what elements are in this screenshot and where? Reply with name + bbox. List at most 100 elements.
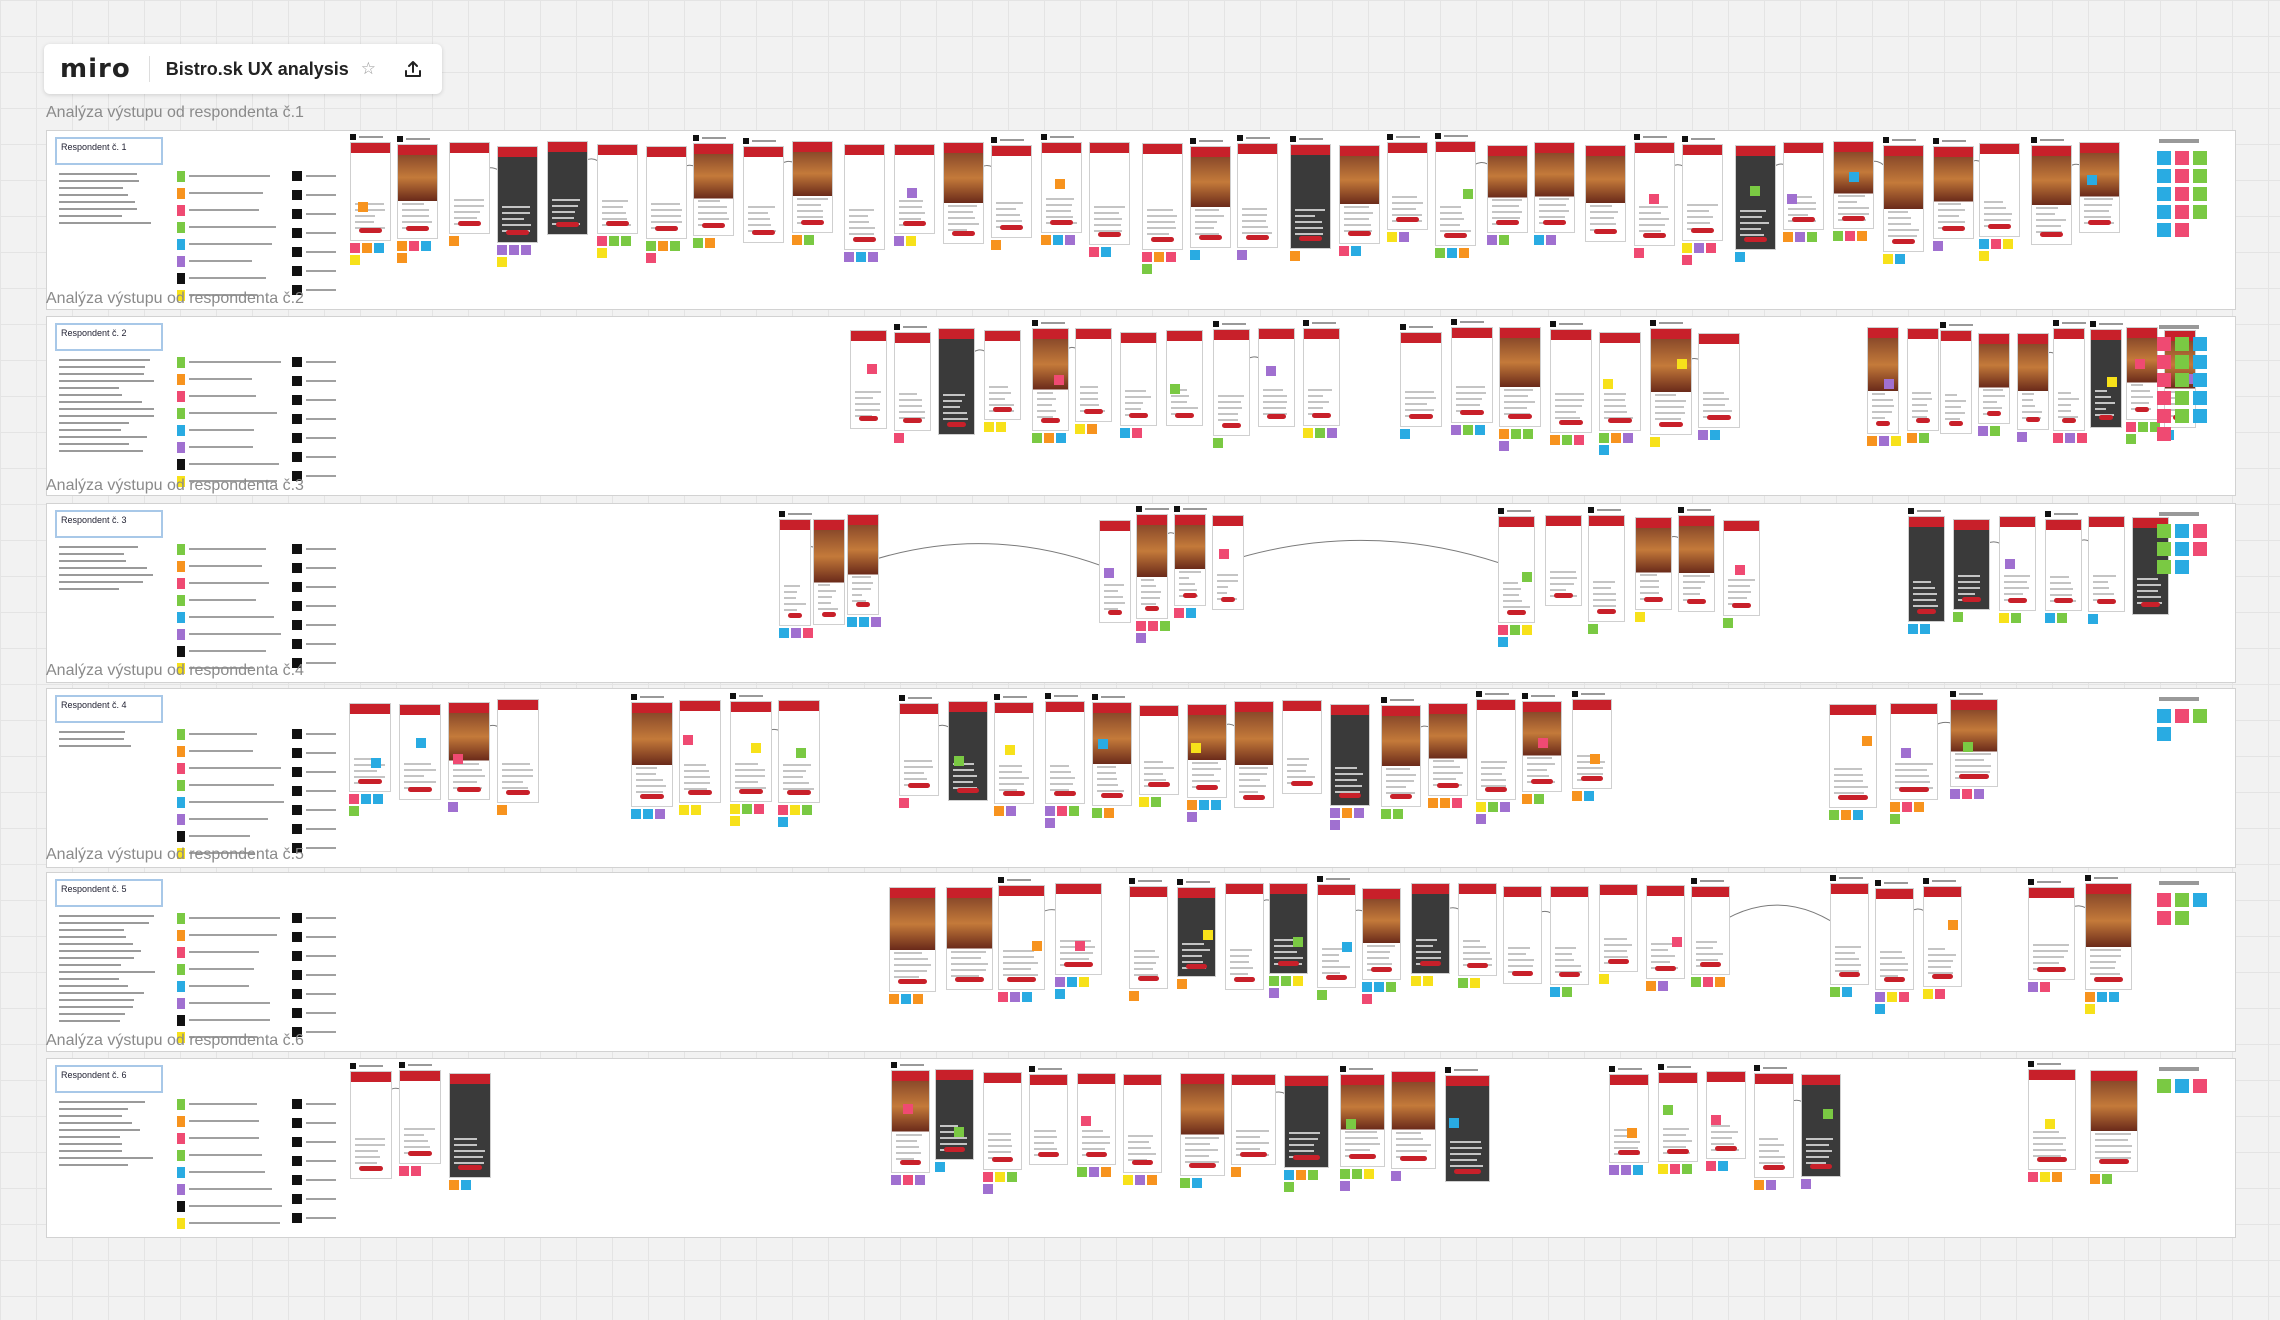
app-screenshot[interactable] (1129, 886, 1168, 989)
sticky-note[interactable] (2087, 175, 2097, 185)
sticky-note[interactable] (1499, 429, 1509, 439)
sticky-note[interactable] (915, 1175, 925, 1185)
app-screenshot[interactable] (449, 142, 490, 234)
app-screenshot[interactable] (1451, 327, 1493, 423)
feedback-sticky[interactable] (2193, 524, 2207, 538)
sticky-note[interactable] (705, 238, 715, 248)
sticky-note[interactable] (2097, 992, 2107, 1002)
frame-title[interactable]: Analýza výstupu od respondenta č.3 (46, 477, 304, 494)
sticky-note[interactable] (1170, 384, 1180, 394)
sticky-note[interactable] (859, 617, 869, 627)
sticky-note[interactable] (1092, 808, 1102, 818)
sticky-note[interactable] (1087, 424, 1097, 434)
sticky-note[interactable] (1634, 248, 1644, 258)
sticky-note[interactable] (847, 617, 857, 627)
app-screenshot[interactable] (984, 330, 1021, 420)
frame-title[interactable]: Analýza výstupu od respondenta č.2 (46, 290, 304, 307)
sticky-note[interactable] (1447, 248, 1457, 258)
sticky-note[interactable] (1440, 798, 1450, 808)
sticky-note[interactable] (1065, 235, 1075, 245)
sticky-note[interactable] (1694, 243, 1704, 253)
sticky-note[interactable] (1841, 810, 1851, 820)
sticky-note[interactable] (1829, 810, 1839, 820)
sticky-note[interactable] (1044, 433, 1054, 443)
sticky-note[interactable] (984, 422, 994, 432)
sticky-note[interactable] (1032, 941, 1042, 951)
sticky-note[interactable] (1079, 977, 1089, 987)
sticky-note[interactable] (2126, 434, 2136, 444)
app-screenshot[interactable] (1735, 145, 1776, 250)
sticky-note[interactable] (2065, 433, 2075, 443)
sticky-note[interactable] (1574, 435, 1584, 445)
sticky-note[interactable] (1045, 818, 1055, 828)
app-screenshot[interactable] (1867, 327, 1899, 434)
app-screenshot[interactable] (2079, 142, 2120, 233)
app-screenshot[interactable] (1045, 701, 1085, 804)
sticky-note[interactable] (1546, 235, 1556, 245)
feedback-sticky[interactable] (2157, 709, 2171, 723)
sticky-note[interactable] (453, 754, 463, 764)
sticky-note[interactable] (1498, 637, 1508, 647)
sticky-note[interactable] (1584, 791, 1594, 801)
app-screenshot[interactable] (631, 702, 673, 807)
sticky-note[interactable] (891, 1175, 901, 1185)
sticky-note[interactable] (1290, 251, 1300, 261)
app-screenshot[interactable] (1635, 517, 1672, 610)
sticky-note[interactable] (2017, 432, 2027, 442)
sticky-note[interactable] (1857, 231, 1867, 241)
app-screenshot[interactable] (1890, 703, 1938, 800)
app-screenshot[interactable] (350, 1071, 392, 1179)
sticky-note[interactable] (903, 1175, 913, 1185)
feedback-sticky[interactable] (2157, 427, 2171, 441)
app-screenshot[interactable] (946, 887, 993, 990)
app-screenshot[interactable] (399, 704, 441, 800)
sticky-note[interactable] (1842, 987, 1852, 997)
sticky-note[interactable] (1098, 739, 1108, 749)
sticky-note[interactable] (2085, 1004, 2095, 1014)
sticky-note[interactable] (1101, 1167, 1111, 1177)
sticky-note[interactable] (1342, 942, 1352, 952)
feedback-sticky[interactable] (2193, 355, 2207, 369)
analysis-frame[interactable]: Respondent č. 6 (46, 1058, 2236, 1238)
sticky-note[interactable] (1191, 743, 1201, 753)
app-screenshot[interactable] (2090, 1070, 2138, 1172)
sticky-note[interactable] (791, 628, 801, 638)
sticky-note[interactable] (1766, 1180, 1776, 1190)
sticky-note[interactable] (1399, 232, 1409, 242)
app-screenshot[interactable] (1139, 705, 1179, 795)
sticky-note[interactable] (1174, 608, 1184, 618)
sticky-note[interactable] (1192, 1178, 1202, 1188)
sticky-note[interactable] (658, 241, 668, 251)
feedback-sticky[interactable] (2157, 542, 2171, 556)
app-screenshot[interactable] (1585, 145, 1626, 242)
sticky-note[interactable] (1627, 1128, 1637, 1138)
frame-title[interactable]: Analýza výstupu od respondenta č.1 (46, 104, 304, 121)
app-screenshot[interactable] (399, 1070, 441, 1164)
sticky-note[interactable] (1488, 802, 1498, 812)
sticky-note[interactable] (1186, 608, 1196, 618)
sticky-note[interactable] (1374, 982, 1384, 992)
sticky-note[interactable] (1007, 1172, 1017, 1182)
sticky-note[interactable] (1393, 809, 1403, 819)
analysis-frame[interactable]: Respondent č. 4 (46, 688, 2236, 868)
feedback-sticky[interactable] (2157, 1079, 2171, 1093)
sticky-note[interactable] (2045, 613, 2055, 623)
feedback-sticky[interactable] (2175, 893, 2189, 907)
sticky-note[interactable] (1682, 1164, 1692, 1174)
feedback-sticky[interactable] (2175, 1079, 2189, 1093)
sticky-note[interactable] (497, 257, 507, 267)
frame-title[interactable]: Analýza výstupu od respondenta č.5 (46, 846, 304, 863)
feedback-sticky[interactable] (2193, 1079, 2207, 1093)
feedback-sticky[interactable] (2157, 187, 2171, 201)
sticky-note[interactable] (1340, 1169, 1350, 1179)
sticky-note[interactable] (994, 806, 1004, 816)
app-screenshot[interactable] (1303, 328, 1340, 426)
sticky-note[interactable] (416, 738, 426, 748)
sticky-note[interactable] (803, 628, 813, 638)
sticky-note[interactable] (2005, 559, 2015, 569)
sticky-note[interactable] (1151, 797, 1161, 807)
sticky-note[interactable] (1890, 814, 1900, 824)
sticky-note[interactable] (2102, 1174, 2112, 1184)
feedback-sticky[interactable] (2157, 560, 2171, 574)
sticky-note[interactable] (1999, 613, 2009, 623)
